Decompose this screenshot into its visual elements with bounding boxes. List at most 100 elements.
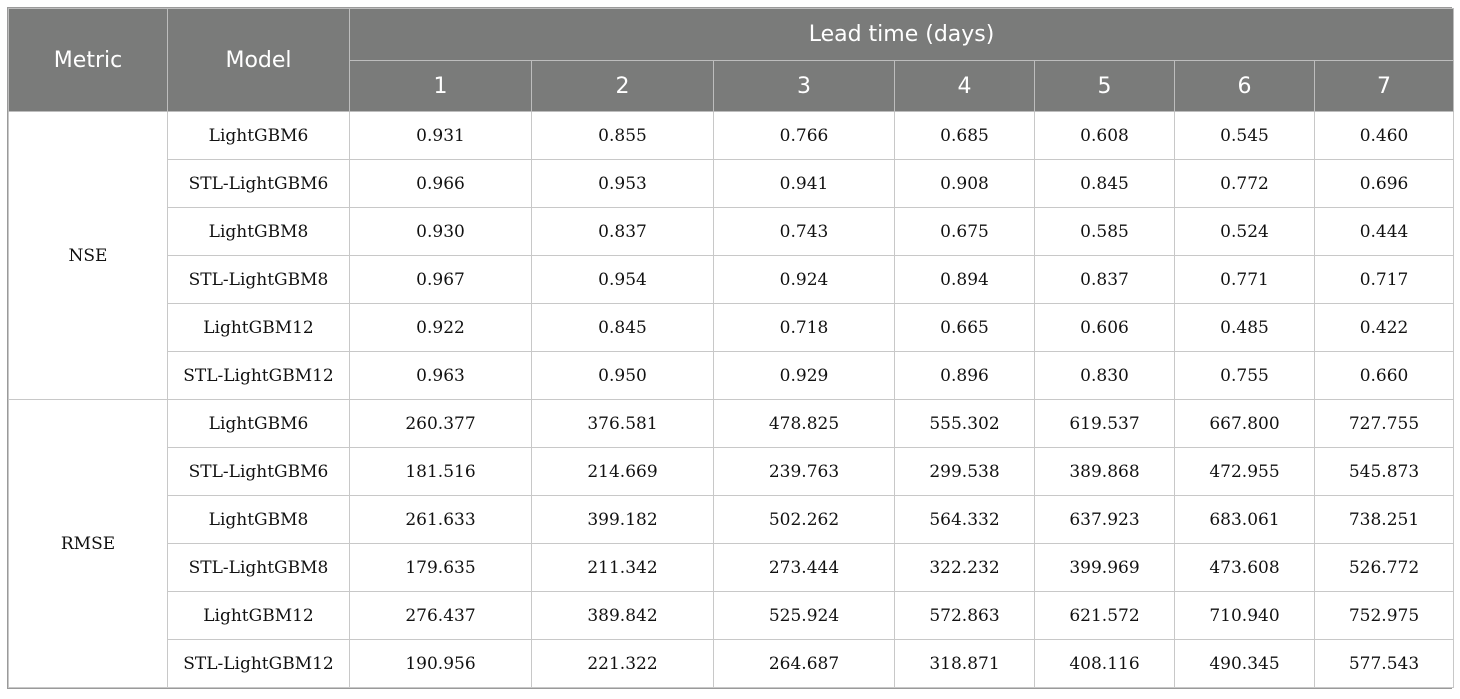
model-cell: LightGBM12 [167,303,350,352]
model-column-header: Model [167,8,350,112]
model-cell: LightGBM6 [167,399,350,448]
lead-day-header: 2 [531,60,714,112]
value-cell: 318.871 [894,639,1035,688]
value-cell: 490.345 [1174,639,1315,688]
value-cell: 261.633 [349,495,532,544]
metric-column-header: Metric [8,8,168,112]
table-row: LightGBM8 261.633 399.182 502.262 564.332 637… [9,495,1455,544]
table-row: NSE LightGBM6 0.931 0.855 0.766 0.685 0.608 0.5… [8,111,1455,400]
value-cell: 472.955 [1174,447,1315,496]
value-cell: 0.608 [1034,111,1175,160]
value-cell: 0.771 [1174,255,1315,304]
value-cell: 0.967 [349,255,532,304]
value-cell: 0.830 [1034,351,1175,400]
lead-day-header: 1 [349,60,532,112]
table-body: NSE LightGBM6 0.931 0.855 0.766 0.685 0.608 0.5… [8,111,1455,688]
value-cell: 211.342 [531,543,714,592]
value-cell: 572.863 [894,591,1035,640]
value-cell: 0.894 [894,255,1035,304]
value-cell: 0.837 [531,207,714,256]
value-cell: 221.322 [531,639,714,688]
metric-cell: RMSE [8,399,168,688]
value-cell: 683.061 [1174,495,1315,544]
table-row: LightGBM8 0.930 0.837 0.743 0.675 0.585 0.524 0… [9,207,1455,256]
model-cell: STL-LightGBM6 [167,159,350,208]
value-cell: 0.660 [1313,351,1455,400]
value-cell: 0.966 [349,159,532,208]
lead-day-header: 5 [1034,60,1175,112]
model-cell: LightGBM6 [167,111,350,160]
table-row: STL-LightGBM8 0.967 0.954 0.924 0.894 0.837 0.… [9,255,1455,304]
value-cell: 0.855 [531,111,714,160]
value-cell: 0.606 [1034,303,1175,352]
value-cell: 727.755 [1313,399,1455,448]
model-cell: LightGBM8 [167,495,350,544]
metric-cell: NSE [8,111,168,400]
value-cell: 0.941 [713,159,895,208]
value-cell: 473.608 [1174,543,1315,592]
value-cell: 525.924 [713,591,895,640]
value-cell: 0.485 [1174,303,1315,352]
model-cell: LightGBM8 [167,207,350,256]
value-cell: 0.444 [1313,207,1455,256]
value-cell: 0.717 [1313,255,1455,304]
value-cell: 0.772 [1174,159,1315,208]
value-cell: 621.572 [1034,591,1175,640]
value-cell: 376.581 [531,399,714,448]
value-cell: 0.931 [349,111,532,160]
value-cell: 190.956 [349,639,532,688]
table-row: RMSE LightGBM6 260.377 376.581 478.825 555.30… [8,399,1455,688]
value-cell: 0.924 [713,255,895,304]
value-cell: 555.302 [894,399,1035,448]
value-cell: 0.665 [894,303,1035,352]
table-row: STL-LightGBM6 0.966 0.953 0.941 0.908 0.845 0.… [9,159,1455,208]
value-cell: 260.377 [349,399,532,448]
model-cell: STL-LightGBM8 [167,543,350,592]
value-cell: 0.675 [894,207,1035,256]
table-row: STL-LightGBM12 190.956 221.322 264.687 318.8… [9,639,1455,688]
value-cell: 264.687 [713,639,895,688]
model-cell: STL-LightGBM12 [167,639,350,688]
value-cell: 619.537 [1034,399,1175,448]
lead-day-header: 7 [1313,60,1455,112]
value-cell: 0.837 [1034,255,1175,304]
value-cell: 0.524 [1174,207,1315,256]
value-cell: 637.923 [1034,495,1175,544]
value-cell: 0.685 [894,111,1035,160]
table-row: LightGBM12 276.437 389.842 525.924 572.863 62… [9,591,1455,640]
value-cell: 0.743 [713,207,895,256]
value-cell: 0.845 [531,303,714,352]
value-cell: 710.940 [1174,591,1315,640]
model-cell: LightGBM12 [167,591,350,640]
value-cell: 0.896 [894,351,1035,400]
lead-day-header: 3 [713,60,895,112]
value-cell: 273.444 [713,543,895,592]
value-cell: 0.930 [349,207,532,256]
model-cell: STL-LightGBM12 [167,351,350,400]
value-cell: 502.262 [713,495,895,544]
value-cell: 0.908 [894,159,1035,208]
value-cell: 564.332 [894,495,1035,544]
value-cell: 179.635 [349,543,532,592]
value-cell: 526.772 [1313,543,1455,592]
value-cell: 667.800 [1174,399,1315,448]
value-cell: 0.954 [531,255,714,304]
table-header: Metric Model Lead time (days) 1 2 3 4 5 … [8,8,1455,112]
value-cell: 399.182 [531,495,714,544]
value-cell: 738.251 [1313,495,1455,544]
table-row: STL-LightGBM8 179.635 211.342 273.444 322.23… [9,543,1455,592]
results-table: Metric Model Lead time (days) 1 2 3 4 5 … [8,8,1455,688]
value-cell: 0.766 [713,111,895,160]
value-cell: 0.950 [531,351,714,400]
value-cell: 299.538 [894,447,1035,496]
value-cell: 389.842 [531,591,714,640]
table-row: STL-LightGBM12 0.963 0.950 0.929 0.896 0.830 0… [9,351,1455,400]
value-cell: 214.669 [531,447,714,496]
model-cell: STL-LightGBM8 [167,255,350,304]
value-cell: 0.718 [713,303,895,352]
value-cell: 752.975 [1313,591,1455,640]
value-cell: 478.825 [713,399,895,448]
value-cell: 577.543 [1313,639,1455,688]
value-cell: 0.422 [1313,303,1455,352]
value-cell: 322.232 [894,543,1035,592]
